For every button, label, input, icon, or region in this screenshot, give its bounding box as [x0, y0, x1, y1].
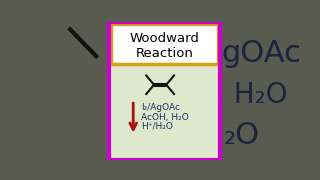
Bar — [111, 24, 218, 64]
Bar — [108, 22, 220, 160]
Text: AcOH, H₂O: AcOH, H₂O — [141, 112, 189, 122]
Text: gOAc: gOAc — [222, 39, 302, 68]
Text: Reaction: Reaction — [135, 48, 193, 60]
Text: ₂O: ₂O — [223, 121, 260, 150]
Text: I₂/AgOAc: I₂/AgOAc — [141, 103, 180, 112]
Text: , H₂O: , H₂O — [216, 81, 287, 109]
Bar — [108, 22, 220, 160]
Text: H⁺/H₂O: H⁺/H₂O — [141, 122, 173, 131]
Text: ,: , — [216, 81, 224, 109]
Text: Woodward: Woodward — [130, 32, 199, 45]
